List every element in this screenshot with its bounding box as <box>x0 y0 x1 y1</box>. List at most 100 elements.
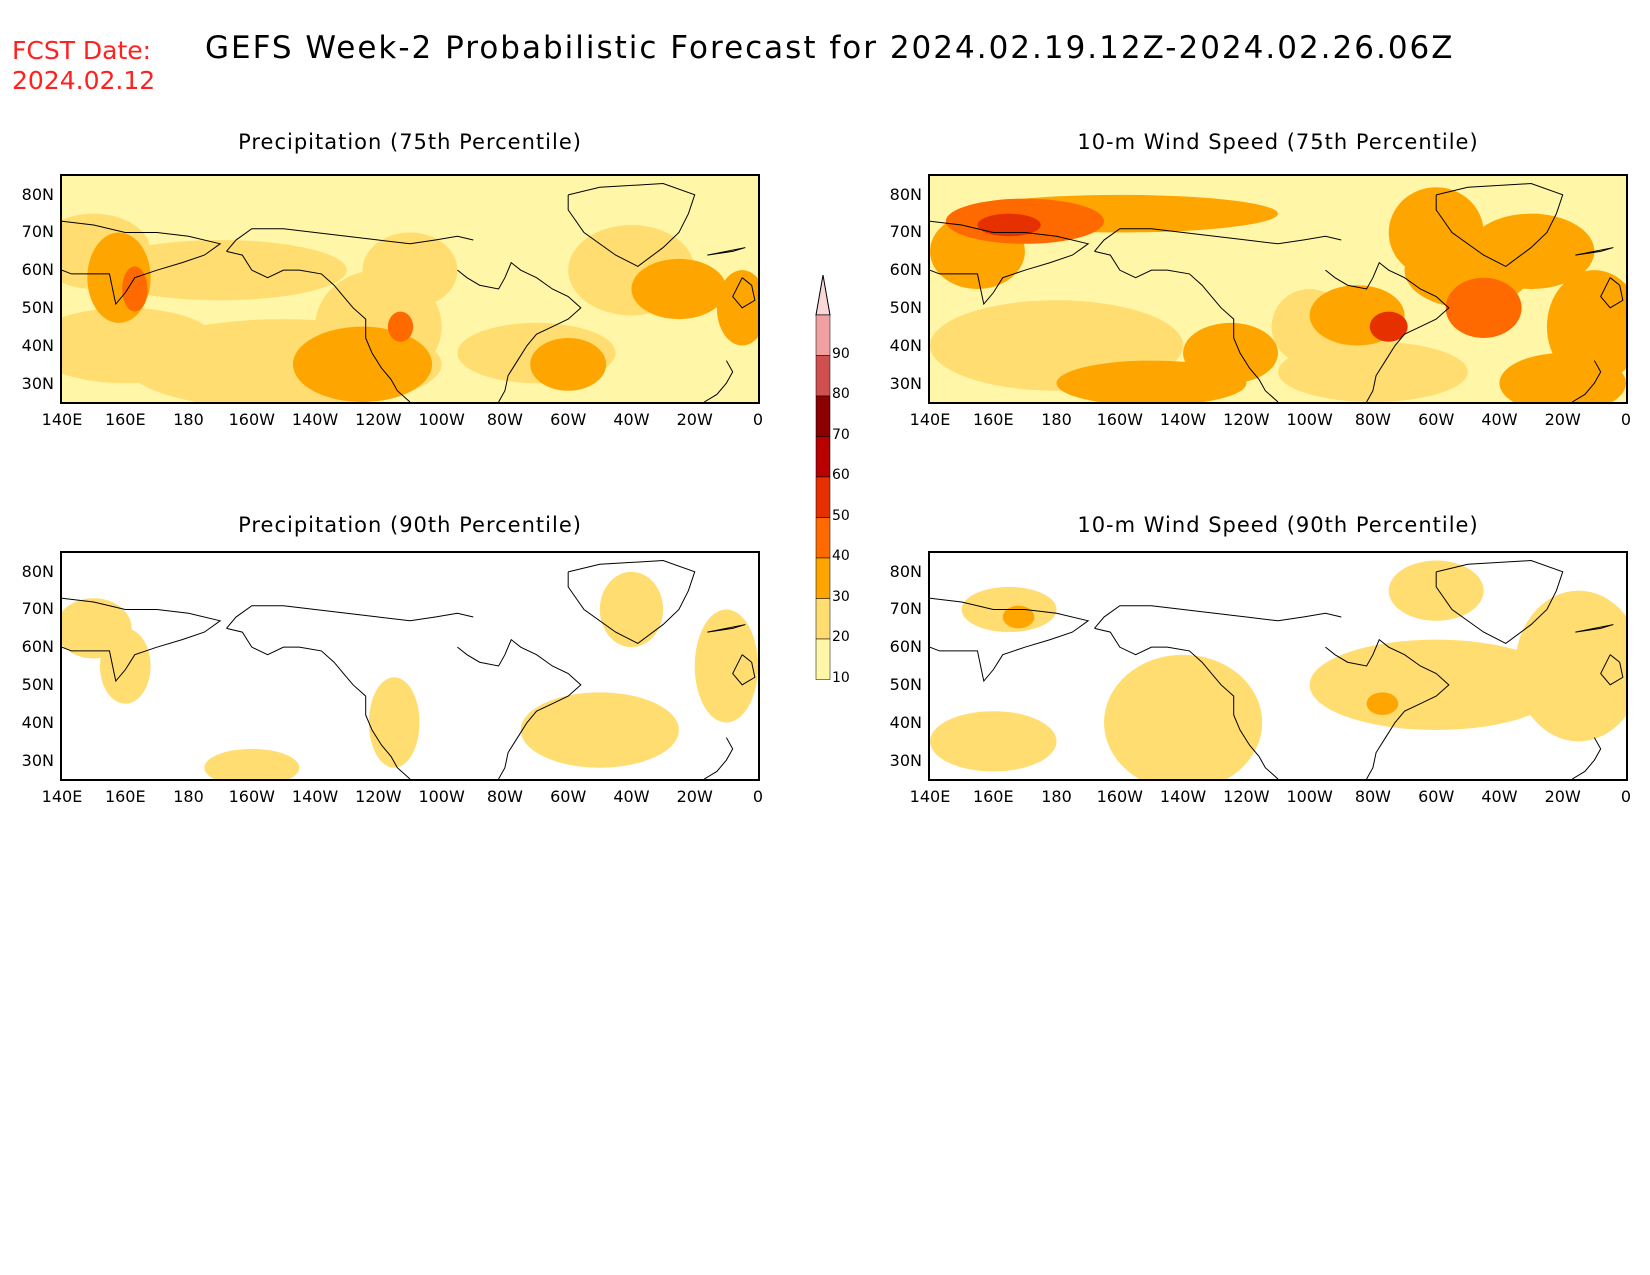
coastline <box>1325 638 1450 779</box>
lat-tick-label: 60N <box>889 260 922 279</box>
lon-tick-label: 60W <box>1418 787 1455 806</box>
lon-tick-label: 80W <box>486 787 523 806</box>
lon-tick-label: 160E <box>104 787 146 806</box>
lon-tick-label: 160W <box>228 410 275 429</box>
coastline <box>1600 654 1624 686</box>
colorbar-segment <box>815 476 831 518</box>
probability-contour <box>599 571 664 648</box>
lon-tick-label: 140W <box>291 410 339 429</box>
lon-tick-label: 40W <box>1481 787 1518 806</box>
probability-contour <box>93 240 347 301</box>
probability-contour <box>292 326 433 402</box>
colorbar-tick-label: 10 <box>832 669 850 686</box>
coastline <box>930 220 1090 306</box>
probability-contour <box>977 213 1041 237</box>
lon-tick-label: 140W <box>1159 410 1207 429</box>
lat-tick-label: 80N <box>889 185 922 204</box>
probability-contour <box>1388 560 1484 621</box>
coastline <box>226 627 411 779</box>
probability-contour <box>1515 590 1626 742</box>
coastline <box>707 247 746 256</box>
coastline <box>226 250 411 402</box>
coastline <box>1094 605 1342 629</box>
lat-tick-label: 60N <box>21 637 54 656</box>
colorbar-top-arrow <box>815 275 831 316</box>
lon-tick-label: 80W <box>1354 787 1391 806</box>
colorbar-tick-label: 30 <box>832 588 850 605</box>
colorbar-segment <box>815 638 831 680</box>
colorbar-tick-label: 20 <box>832 629 850 645</box>
colorbar-segment <box>815 557 831 599</box>
lat-tick-label: 30N <box>21 374 54 393</box>
colorbar <box>815 275 831 680</box>
lat-tick-label: 40N <box>21 336 54 355</box>
lon-tick-label: 80W <box>1354 410 1391 429</box>
lon-tick-label: 40W <box>1481 410 1518 429</box>
lat-tick-label: 50N <box>889 675 922 694</box>
lat-tick-label: 60N <box>889 637 922 656</box>
lon-tick-label: 160E <box>972 787 1014 806</box>
coastline <box>732 654 756 686</box>
probability-contour <box>1366 692 1399 715</box>
coastline <box>707 624 746 633</box>
coastline <box>1094 627 1279 779</box>
lon-tick-label: 180 <box>1041 787 1072 806</box>
lon-tick-label: 0 <box>752 787 764 806</box>
lon-tick-label: 100W <box>418 787 465 806</box>
lon-tick-label: 0 <box>1620 787 1632 806</box>
probability-contour <box>694 609 758 723</box>
lat-tick-label: 40N <box>889 336 922 355</box>
coastline <box>1575 624 1614 633</box>
coastline <box>1600 277 1624 309</box>
lon-tick-label: 180 <box>173 410 204 429</box>
map-field-svg <box>930 176 1626 402</box>
coastline <box>457 638 582 779</box>
lon-tick-label: 20W <box>1544 410 1581 429</box>
lat-tick-label: 50N <box>21 675 54 694</box>
colorbar-segment <box>815 517 831 559</box>
coastline <box>703 360 734 402</box>
lon-tick-label: 120W <box>355 787 402 806</box>
probability-contour <box>99 628 151 704</box>
colorbar-tick-label: 80 <box>832 386 850 402</box>
probability-contour <box>530 337 607 391</box>
lon-tick-label: 100W <box>418 410 465 429</box>
lon-tick-label: 140W <box>291 787 339 806</box>
lon-tick-label: 160E <box>104 410 146 429</box>
lon-tick-label: 40W <box>613 787 650 806</box>
coastline <box>567 183 696 267</box>
probability-contour <box>204 748 300 779</box>
coastline <box>1435 183 1564 267</box>
probability-contour <box>716 270 758 346</box>
probability-contour <box>1183 322 1278 384</box>
probability-contour <box>122 266 148 312</box>
colorbar-segment <box>815 436 831 478</box>
probability-contour <box>631 258 727 320</box>
lon-tick-label: 20W <box>676 787 713 806</box>
probability-contour <box>1104 654 1263 779</box>
lon-tick-label: 160W <box>1096 787 1143 806</box>
colorbar-tick-label: 70 <box>832 426 850 443</box>
lat-tick-label: 50N <box>889 298 922 317</box>
lat-tick-label: 40N <box>21 713 54 732</box>
map-precip90 <box>60 551 760 781</box>
colorbar-tick-label: 60 <box>832 467 850 483</box>
fcst-date-value: 2024.02.12 <box>12 66 156 95</box>
probability-contour <box>1445 277 1522 338</box>
probability-contour <box>362 232 458 308</box>
lon-tick-label: 180 <box>1041 410 1072 429</box>
lon-tick-label: 140E <box>909 410 951 429</box>
lon-tick-label: 180 <box>173 787 204 806</box>
lon-tick-label: 60W <box>550 787 587 806</box>
lon-tick-label: 80W <box>486 410 523 429</box>
lat-tick-label: 80N <box>21 562 54 581</box>
coastline <box>1325 261 1450 402</box>
coastline <box>1575 247 1614 256</box>
map-field-svg <box>930 560 1626 779</box>
lat-tick-label: 40N <box>889 713 922 732</box>
coastline <box>567 560 696 644</box>
coastline <box>457 261 582 402</box>
lon-tick-label: 160E <box>972 410 1014 429</box>
lon-tick-label: 0 <box>1620 410 1632 429</box>
coastline <box>703 737 734 779</box>
